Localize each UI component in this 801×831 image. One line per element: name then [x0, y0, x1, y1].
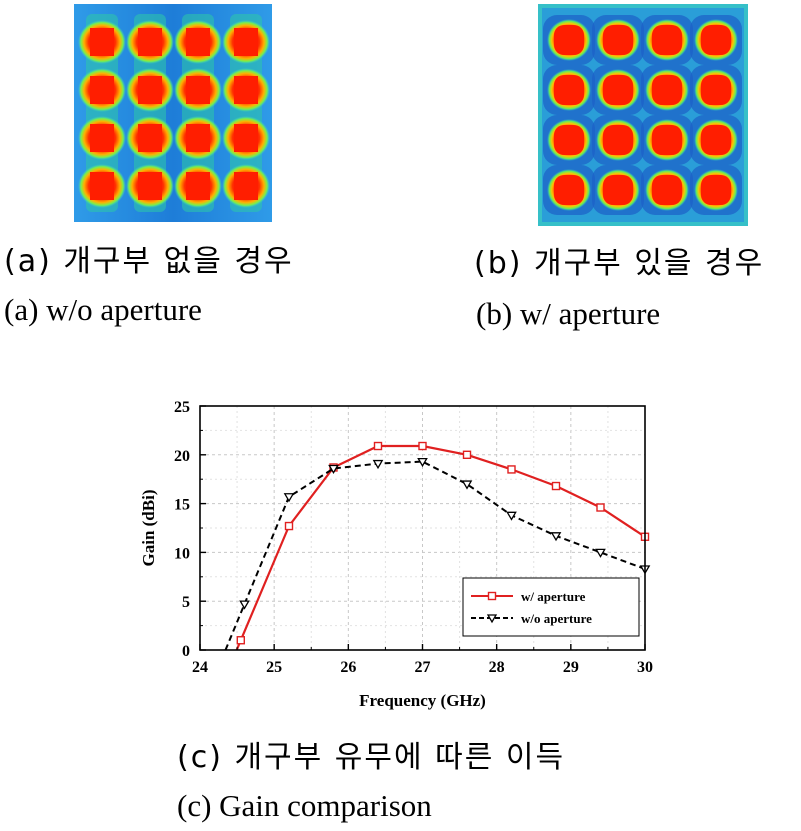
field-map-with-aperture: [538, 4, 748, 226]
y-axis-title: Gain (dBi): [139, 490, 158, 567]
marker-square: [507, 465, 516, 474]
marker-triangle: [550, 532, 562, 542]
y-tick-label: 15: [174, 497, 190, 514]
field-core: [186, 124, 210, 152]
field-core: [138, 76, 162, 104]
marker-square: [462, 450, 472, 459]
x-axis-title: Frequency (GHz): [359, 691, 486, 710]
marker-square: [373, 441, 383, 451]
field-core: [234, 76, 258, 104]
caption-c-english: (c) Gain comparison: [177, 788, 432, 823]
field-core: [652, 125, 682, 155]
field-core: [138, 124, 162, 152]
caption-b-korean: (b) 개구부 있을 경우: [474, 246, 765, 281]
y-tick-label: 20: [174, 448, 190, 465]
field-core: [603, 125, 633, 155]
field-core: [234, 124, 258, 152]
field-core: [186, 28, 210, 56]
legend-box: [462, 577, 640, 637]
chart-legend: w/ aperture w/o aperture: [462, 577, 640, 637]
field-column-glow: [230, 14, 262, 212]
legend-marker-square: [487, 591, 497, 601]
y-tick-label: 25: [174, 399, 190, 416]
field-core: [90, 172, 114, 200]
field-core: [138, 28, 162, 56]
y-tick-label: 0: [182, 643, 190, 660]
field-core: [603, 175, 633, 205]
marker-square: [418, 441, 427, 451]
field-map-without-aperture: [74, 4, 272, 222]
marker-triangle: [328, 464, 339, 474]
chart-series: [224, 441, 651, 651]
caption-c-korean: (c) 개구부 유무에 따른 이득: [177, 740, 566, 775]
y-tick-label: 5: [182, 594, 190, 611]
field-core: [701, 175, 731, 205]
marker-triangle: [595, 548, 606, 558]
legend-marker-triangle: [486, 614, 498, 624]
marker-square: [236, 636, 245, 645]
marker-triangle: [283, 493, 295, 503]
marker-triangle: [239, 600, 250, 610]
field-column-glow: [134, 14, 166, 212]
field-core: [234, 28, 258, 56]
field-core: [701, 25, 731, 55]
marker-square: [551, 481, 561, 491]
x-tick-label: 30: [637, 659, 653, 676]
field-column-glow: [86, 14, 118, 212]
field-core: [90, 76, 114, 104]
legend-label: w/ aperture: [521, 589, 586, 604]
field-core: [90, 124, 114, 152]
marker-triangle: [417, 457, 428, 468]
caption-b-english: (b) w/ aperture: [476, 296, 661, 331]
legend-label: w/o aperture: [521, 611, 592, 626]
x-tick-label: 25: [266, 659, 282, 676]
field-core: [186, 172, 210, 200]
y-tick-label: 10: [174, 545, 190, 562]
caption-a-english: (a) w/o aperture: [4, 292, 202, 327]
field-core: [652, 175, 682, 205]
field-core: [652, 75, 682, 105]
marker-square: [596, 503, 605, 512]
x-tick-label: 29: [563, 659, 579, 676]
marker-square: [284, 521, 294, 531]
marker-triangle: [506, 511, 517, 521]
field-core: [701, 125, 731, 155]
caption-a-korean: (a) 개구부 없을 경우: [4, 244, 294, 279]
chart-ticks: 24 25 26 27 28 29 30 0 5 10 15 20 25: [174, 399, 653, 676]
x-tick-label: 27: [415, 659, 431, 676]
field-core: [603, 25, 633, 55]
field-core: [554, 175, 584, 205]
field-core: [554, 125, 584, 155]
field-core: [603, 75, 633, 105]
gain-chart: 24 25 26 27 28 29 30 0 5 10 15 20 25 Frequency (GHz)…: [139, 399, 653, 710]
field-column-glow: [182, 14, 214, 212]
field-core: [554, 25, 584, 55]
x-tick-label: 26: [340, 659, 356, 676]
x-tick-label: 28: [489, 659, 505, 676]
field-core: [234, 172, 258, 200]
field-core: [701, 75, 731, 105]
field-core: [186, 76, 210, 104]
chart-grid: [199, 405, 646, 651]
field-core: [554, 75, 584, 105]
marker-triangle: [372, 459, 384, 470]
field-core: [90, 28, 114, 56]
x-tick-label: 24: [192, 659, 208, 676]
marker-triangle: [461, 480, 473, 490]
field-core: [138, 172, 162, 200]
field-core: [652, 25, 682, 55]
